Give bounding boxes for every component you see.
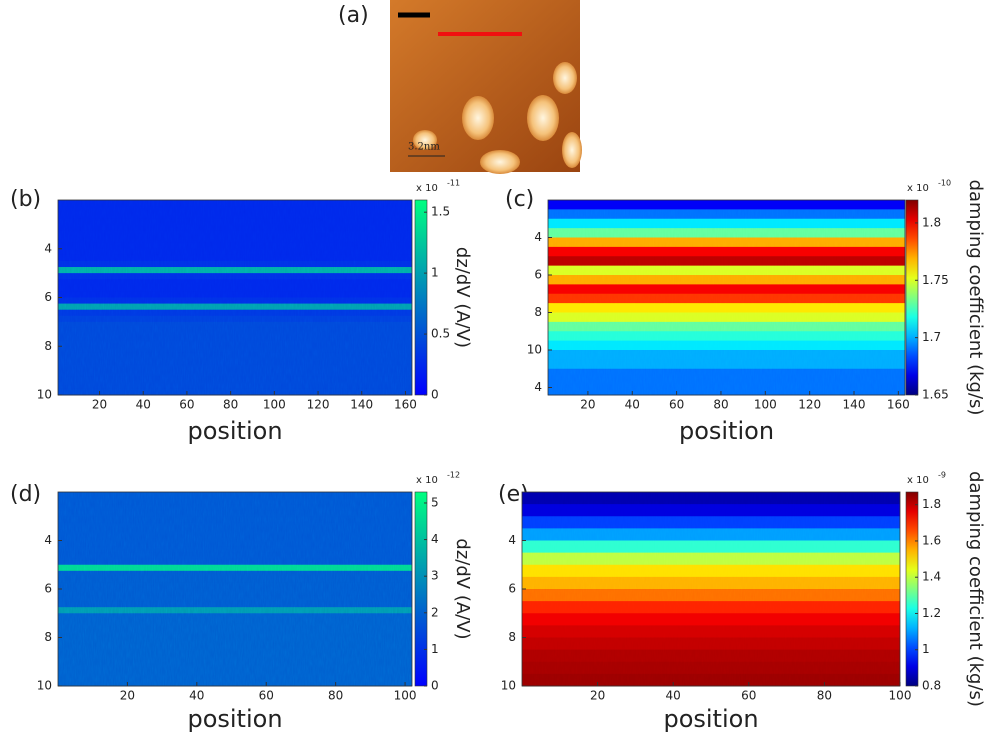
colorbar-tick-label: 1.6 <box>922 533 941 547</box>
panel-label: (a) <box>338 3 369 28</box>
x-tick-label: 20 <box>120 689 135 703</box>
x-tick-label: 80 <box>713 398 728 412</box>
x-tick-label: 60 <box>259 689 274 703</box>
y-tick-label: 6 <box>44 582 52 596</box>
x-tick-label: 120 <box>798 398 821 412</box>
colorbar-label: damping coefficient (kg/s) <box>965 471 986 707</box>
y-tick-label: 10 <box>37 388 52 402</box>
texture <box>58 492 412 686</box>
x-tick-label: 20 <box>580 398 595 412</box>
colorbar <box>905 491 919 687</box>
y-tick-label: 4 <box>44 533 52 547</box>
colorbar-tick-label: 5 <box>431 495 439 509</box>
colorbar-tick-label: 1 <box>922 642 930 656</box>
x-tick-label: 80 <box>223 398 238 412</box>
x-axis-label: position <box>663 705 758 733</box>
scale-label: 3.2nm <box>408 142 440 153</box>
colorbar-exponent: -10 <box>938 179 951 188</box>
x-tick-label: 160 <box>887 398 910 412</box>
colorbar-tick-label: 1.7 <box>922 330 941 344</box>
y-tick-label: 6 <box>534 268 542 282</box>
plot-frame <box>547 199 906 396</box>
x-axis-label: position <box>679 417 774 445</box>
y-tick-label: 10 <box>37 679 52 693</box>
colorbar-tick-label: 1.65 <box>922 388 949 402</box>
y-tick-label: 10 <box>527 343 542 357</box>
y-tick-label: 6 <box>44 290 52 304</box>
stm-image <box>390 0 582 174</box>
colorbar-multiplier: x 10 <box>907 183 929 194</box>
colorbar-multiplier: x 10 <box>416 183 438 194</box>
colorbar-tick-label: 1 <box>431 642 439 656</box>
colorbar-tick-label: 1.2 <box>922 606 941 620</box>
x-tick-label: 160 <box>394 398 417 412</box>
colorbar-tick-label: 0 <box>431 679 439 693</box>
colorbar-tick-label: 3 <box>431 569 439 583</box>
colorbar-exponent: -12 <box>447 471 460 480</box>
y-tick-label: 4 <box>44 241 52 255</box>
x-tick-label: 100 <box>754 398 777 412</box>
colorbar-tick-label: 1.75 <box>922 273 949 287</box>
colorbar-tick-label: 0.5 <box>431 327 450 341</box>
colorbar-label: dz/dV (A/V) <box>452 538 473 639</box>
colorbar-tick-label: 0 <box>431 388 439 402</box>
x-tick-label: 60 <box>741 689 756 703</box>
y-tick-label: 8 <box>508 630 516 644</box>
y-tick-label: 8 <box>44 630 52 644</box>
panel-label: (c) <box>505 187 534 212</box>
y-tick-label: 6 <box>508 582 516 596</box>
colorbar <box>414 491 428 687</box>
y-tick-label: 4 <box>534 380 542 394</box>
y-tick-label: 8 <box>44 339 52 353</box>
x-axis-label: position <box>187 417 282 445</box>
colorbar-label: damping coefficient (kg/s) <box>965 180 986 416</box>
colorbar-tick-label: 0.8 <box>922 679 941 693</box>
colorbar-tick-label: 4 <box>431 532 439 546</box>
x-tick-label: 20 <box>92 398 107 412</box>
x-tick-label: 80 <box>328 689 343 703</box>
x-tick-label: 40 <box>189 689 204 703</box>
colorbar-tick-label: 1.8 <box>922 215 941 229</box>
texture <box>548 200 905 395</box>
colorbar-tick-label: 2 <box>431 605 439 619</box>
x-tick-label: 40 <box>136 398 151 412</box>
colorbar-exponent: -11 <box>447 179 460 188</box>
x-tick-label: 140 <box>843 398 866 412</box>
x-tick-label: 60 <box>179 398 194 412</box>
x-tick-label: 120 <box>307 398 330 412</box>
colorbar-multiplier: x 10 <box>907 475 929 486</box>
x-axis-label: position <box>187 705 282 733</box>
colorbar-exponent: -9 <box>938 471 946 480</box>
colorbar-tick-label: 1.4 <box>922 570 941 584</box>
x-tick-label: 20 <box>590 689 605 703</box>
panel-label: (d) <box>10 482 41 507</box>
y-tick-label: 10 <box>501 679 516 693</box>
panel-label: (b) <box>10 187 41 212</box>
colorbar-multiplier: x 10 <box>416 475 438 486</box>
colorbar-label: dz/dV (A/V) <box>452 247 473 348</box>
x-tick-label: 60 <box>669 398 684 412</box>
y-tick-label: 4 <box>508 533 516 547</box>
x-tick-label: 140 <box>350 398 373 412</box>
colorbar-tick-label: 1.5 <box>431 205 450 219</box>
x-tick-label: 40 <box>666 689 681 703</box>
x-tick-label: 100 <box>394 689 417 703</box>
colorbar <box>414 199 428 396</box>
colorbar-tick-label: 1.8 <box>922 497 941 511</box>
texture <box>58 200 412 395</box>
colorbar <box>905 199 919 396</box>
x-tick-label: 100 <box>889 689 912 703</box>
y-tick-label: 8 <box>534 305 542 319</box>
x-tick-label: 100 <box>263 398 286 412</box>
colorbar-tick-label: 1 <box>431 266 439 280</box>
x-tick-label: 40 <box>625 398 640 412</box>
y-tick-label: 4 <box>534 230 542 244</box>
texture <box>522 492 900 686</box>
x-tick-label: 80 <box>817 689 832 703</box>
